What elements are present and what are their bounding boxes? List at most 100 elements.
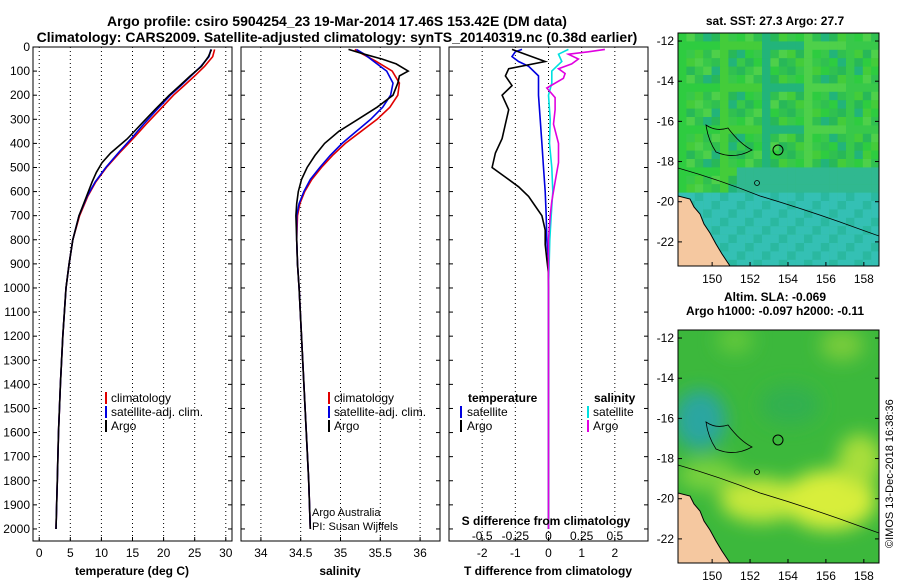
sst-pixel bbox=[762, 251, 771, 260]
sst-pixel bbox=[854, 58, 863, 67]
sst-pixel bbox=[753, 201, 763, 210]
salinity-series bbox=[295, 48, 410, 530]
sst-pixel bbox=[694, 159, 704, 168]
sst-pixel bbox=[812, 175, 821, 185]
sst-pixel bbox=[778, 108, 788, 118]
temperature-x-ticks: 0 5 10 15 20 25 30 bbox=[36, 546, 233, 560]
sst-pixel bbox=[829, 159, 838, 168]
depth-tick-label: 300 bbox=[10, 112, 30, 126]
legend-argo-label: Argo bbox=[334, 419, 360, 433]
sst-pixel bbox=[846, 201, 855, 210]
sst-pixel bbox=[846, 133, 855, 143]
sst-pixel bbox=[862, 133, 872, 143]
sst-pixel bbox=[778, 58, 788, 67]
sst-pixel bbox=[804, 226, 813, 235]
sst-pixel bbox=[711, 209, 721, 218]
sst-pixel bbox=[862, 184, 872, 193]
sst-pixel bbox=[837, 58, 847, 67]
sst-pixel bbox=[812, 33, 821, 42]
sst-pixel bbox=[736, 100, 746, 109]
sst-pixel bbox=[770, 41, 779, 50]
sst-pixel bbox=[820, 184, 830, 193]
sst-pixel bbox=[829, 66, 838, 76]
sst-pixel bbox=[745, 41, 754, 50]
sst-pixel bbox=[728, 184, 737, 193]
sst-pixel bbox=[736, 226, 746, 235]
sla-title-line-1: Altim. SLA: -0.069 bbox=[724, 290, 826, 304]
sst-pixel bbox=[686, 150, 695, 160]
sst-pixel bbox=[728, 108, 737, 118]
sst-pixel bbox=[762, 175, 771, 185]
sst-pixel bbox=[804, 217, 813, 227]
sst-pixel bbox=[711, 83, 721, 92]
sst-pixel bbox=[720, 66, 729, 76]
sst-pixel bbox=[837, 167, 847, 176]
sst-pixel bbox=[720, 125, 729, 134]
sst-pixel bbox=[846, 159, 855, 168]
sst-pixel bbox=[686, 184, 695, 193]
sst-pixel bbox=[862, 217, 872, 227]
sst-pixel bbox=[720, 201, 729, 210]
sst-pixel bbox=[736, 108, 746, 118]
sst-pixel bbox=[694, 142, 704, 151]
sst-pixel bbox=[837, 150, 847, 160]
temperature-legend: climatology satellite-adj. clim. Argo bbox=[105, 391, 203, 433]
salinity-xlabel: salinity bbox=[319, 564, 361, 578]
sst-pixel bbox=[871, 108, 879, 118]
sst-pixel bbox=[728, 251, 737, 260]
sst-pixel bbox=[720, 192, 729, 202]
sst-pixel bbox=[720, 91, 729, 101]
sst-pixel bbox=[753, 41, 763, 50]
sst-pixel bbox=[753, 251, 763, 260]
sst-pixel bbox=[862, 100, 872, 109]
sst-pixel bbox=[736, 58, 746, 67]
temperature-plot-frame bbox=[32, 46, 233, 542]
depth-tick-label: 1600 bbox=[3, 426, 30, 440]
sst-pixel bbox=[804, 133, 813, 143]
sst-pixel bbox=[820, 234, 830, 244]
sst-pixel bbox=[795, 234, 805, 244]
sst-pixel bbox=[770, 83, 779, 92]
sst-pixel bbox=[804, 150, 813, 160]
sst-pixel bbox=[686, 41, 695, 50]
sst-pixel bbox=[762, 234, 771, 244]
sst-pixel bbox=[846, 184, 855, 193]
sst-pixel bbox=[846, 209, 855, 218]
sst-pixel bbox=[678, 167, 687, 176]
sst-pixel bbox=[795, 209, 805, 218]
sst-pixel bbox=[694, 192, 704, 202]
sst-pixel bbox=[703, 83, 712, 92]
difference-legend: temperature satellite Argo salinity sate… bbox=[460, 391, 636, 433]
sst-pixel bbox=[837, 184, 847, 193]
sst-pixel bbox=[787, 159, 796, 168]
sst-pixel bbox=[795, 259, 805, 266]
sst-pixel bbox=[711, 217, 721, 227]
sst-pixel bbox=[812, 192, 821, 202]
sst-pixel bbox=[871, 184, 879, 193]
sst-pixel bbox=[728, 58, 737, 67]
sst-pixel bbox=[829, 117, 838, 126]
sst-pixel bbox=[736, 243, 746, 252]
sst-pixel bbox=[762, 209, 771, 218]
sst-pixel bbox=[787, 91, 796, 101]
sst-pixel bbox=[862, 33, 872, 42]
sst-pixel bbox=[871, 234, 879, 244]
sst-pixel bbox=[829, 217, 838, 227]
series-argo bbox=[55, 49, 213, 530]
legend-s-argo-label: Argo bbox=[593, 419, 619, 433]
sst-pixel bbox=[770, 66, 779, 76]
sst-pixel bbox=[778, 159, 788, 168]
sst-pixel bbox=[854, 100, 863, 109]
sst-pixel bbox=[736, 125, 746, 134]
depth-axis: 0 100 200 300 400 500 600 700 800 900 1000 1100 1200… bbox=[3, 40, 30, 536]
sst-pixel bbox=[854, 234, 863, 244]
sst-pixel bbox=[753, 167, 763, 176]
sst-pixel bbox=[871, 251, 879, 260]
sst-pixel bbox=[762, 184, 771, 193]
sst-pixel bbox=[854, 75, 863, 84]
lat-tick-label: -20 bbox=[657, 492, 675, 506]
sst-pixel bbox=[711, 184, 721, 193]
sst-pixel bbox=[686, 159, 695, 168]
sst-pixel bbox=[686, 91, 695, 101]
sst-pixel bbox=[795, 192, 805, 202]
